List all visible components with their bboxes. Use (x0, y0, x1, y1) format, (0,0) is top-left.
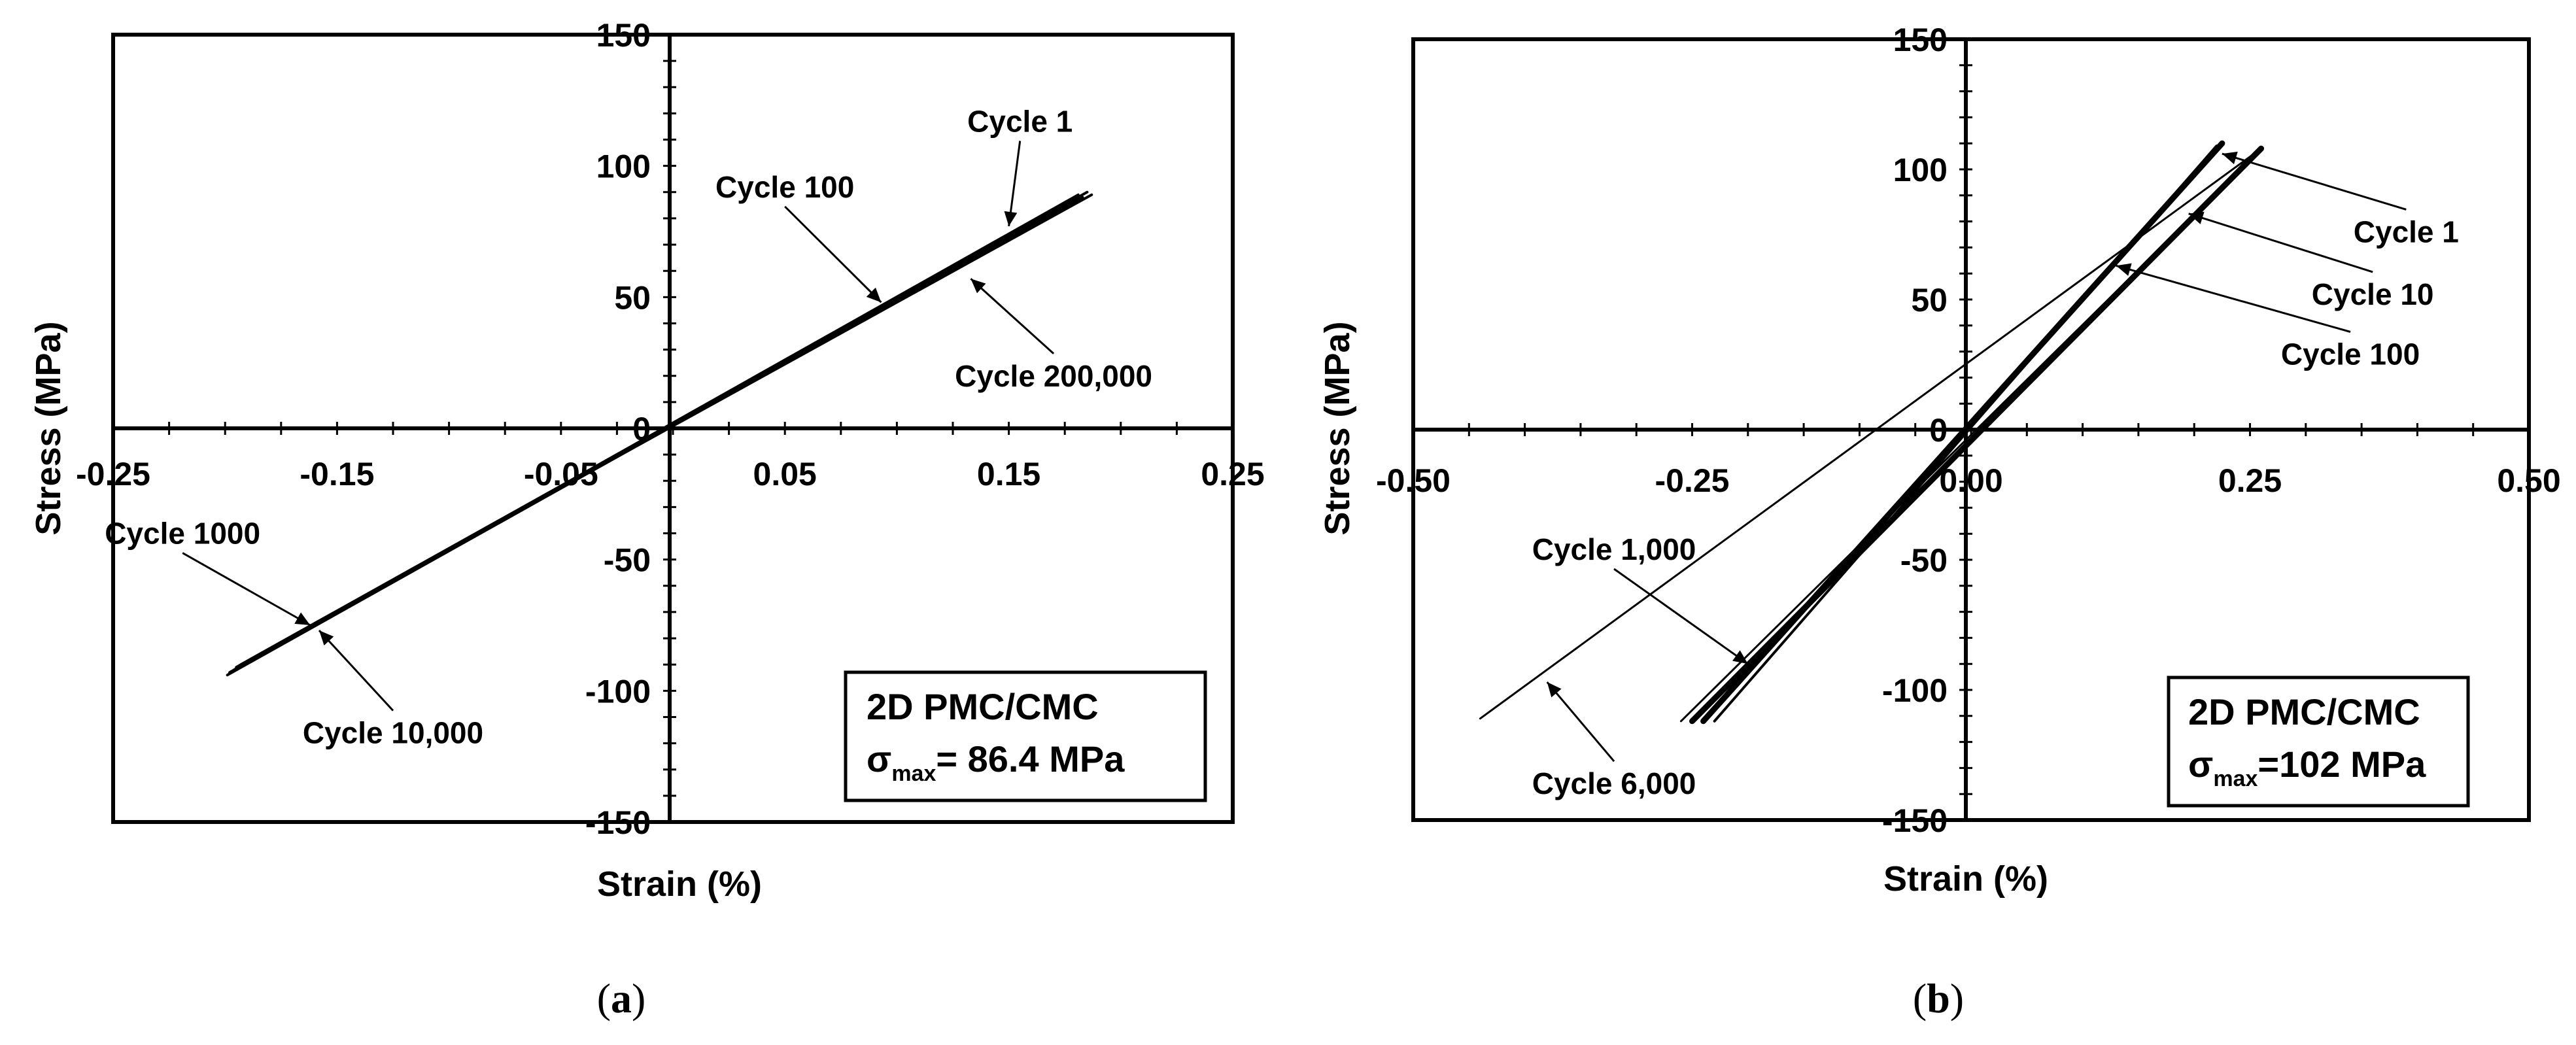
annotation-a-cycle-200-000: Cycle 200,000 (955, 359, 1152, 393)
sigma-symbol-a: σ (867, 738, 891, 779)
x-tick-label-a: 0.25 (1201, 456, 1264, 492)
sigma-symbol-b: σ (2188, 744, 2213, 785)
y-tick-label-b: 0 (1929, 412, 1948, 449)
annotation-arrowhead-a-cycle-100 (866, 287, 882, 303)
x-tick-label-a: -0.25 (76, 456, 150, 492)
y-tick-label-a: 150 (596, 17, 651, 54)
y-tick-label-b: -50 (1900, 542, 1948, 579)
y-tick-label-a: 50 (614, 279, 651, 316)
annotation-arrowhead-b-cycle-1-000 (1732, 650, 1748, 664)
annotation-arrow-b-cycle-6-000 (1546, 681, 1615, 762)
y-tick-label-a: -50 (604, 542, 651, 579)
series-line-a-cycle-200-000 (226, 198, 1078, 677)
y-tick-label-b: 100 (1893, 152, 1948, 188)
y-tick-label-b: 50 (1911, 282, 1948, 318)
annotation-arrowhead-a-cycle-1000 (294, 612, 311, 625)
annotation-arrow-b-cycle-1-000 (1613, 568, 1749, 665)
annotation-arrowhead-a-cycle-1 (1004, 211, 1018, 226)
series-line-a-cycle-10-000 (228, 193, 1080, 674)
annotation-arrow-a-cycle-1000 (182, 552, 311, 626)
info-box-a: 2D PMC/CMC σmax= 86.4 MPa (844, 670, 1207, 802)
series-line-b-cycle-6-000 (1479, 147, 2263, 720)
y-tick-label-b: 150 (1893, 22, 1948, 58)
info-box-frame-b (2167, 676, 2470, 808)
annotation-arrow-b-cycle-100 (2116, 264, 2351, 333)
annotation-a-cycle-1: Cycle 1 (967, 104, 1073, 138)
caption-b-letter: b (1927, 975, 1950, 1021)
info-box-frame-a (844, 670, 1207, 802)
annotation-arrowhead-b-cycle-10 (2188, 211, 2205, 224)
annotation-b-cycle-1: Cycle 1 (2354, 214, 2459, 248)
annotation-arrowhead-b-cycle-100 (2116, 263, 2132, 276)
annotation-arrow-a-cycle-100 (784, 205, 882, 303)
x-tick-label-b: -0.50 (1376, 462, 1451, 499)
annotation-arrowhead-b-cycle-6-000 (1547, 682, 1562, 698)
info-box-title-b: 2D PMC/CMC (2188, 691, 2420, 732)
annotation-arrow-b-cycle-10 (2188, 213, 2373, 273)
annotation-arrowhead-a-cycle-10-000 (319, 630, 334, 645)
chart-panel-a: Cycle 1 Cycle 100 Cycle 200,000 Cycle 1000 C… (29, 17, 1265, 904)
x-tick-label-b: 0.50 (2497, 462, 2560, 499)
x-axis-label-a: Strain (%) (597, 865, 762, 904)
info-box-sigma-b: σmax=102 MPa (2188, 744, 2426, 791)
x-tick-label-b: 0.00 (1939, 462, 2002, 499)
sigma-subscript-b: max (2213, 766, 2258, 791)
info-box-title-a: 2D PMC/CMC (867, 686, 1099, 727)
x-tick-label-a: -0.05 (524, 456, 598, 492)
x-axis-label-b: Strain (%) (1883, 859, 2048, 899)
info-box-b: 2D PMC/CMC σmax=102 MPa (2167, 676, 2470, 808)
y-tick-label-b: -150 (1882, 802, 1948, 839)
annotation-b-cycle-100: Cycle 100 (2281, 337, 2420, 371)
x-tick-label-b: -0.25 (1655, 462, 1730, 499)
y-tick-label-b: -100 (1882, 672, 1948, 709)
caption-b: (b) (1913, 975, 1964, 1021)
caption-a-letter: a (611, 975, 632, 1021)
annotation-arrow-b-cycle-1 (2222, 152, 2407, 211)
x-tick-label-a: -0.15 (300, 456, 374, 492)
y-tick-label-a: -100 (585, 673, 651, 710)
series-line-b-cycle-1-000 (1679, 147, 2263, 723)
annotation-a-cycle-100: Cycle 100 (715, 170, 854, 204)
sigma-value-a: = 86.4 MPa (936, 738, 1125, 779)
caption-a: (a) (597, 975, 646, 1021)
annotation-a-cycle-10-000: Cycle 10,000 (303, 716, 483, 750)
annotation-a-cycle-1000: Cycle 1000 (105, 517, 260, 551)
annotation-b-cycle-10: Cycle 10 (2312, 277, 2434, 311)
sigma-value-b: =102 MPa (2258, 744, 2426, 785)
info-box-sigma-a: σmax= 86.4 MPa (867, 738, 1125, 786)
series-line-b-cycle-100 (1689, 145, 2265, 725)
y-tick-label-a: -150 (585, 804, 651, 841)
y-axis-label-a: Stress (MPa) (29, 321, 68, 535)
annotation-arrow-a-cycle-10-000 (318, 630, 394, 711)
sigma-subscript-a: max (891, 761, 936, 786)
y-axis-label-b: Stress (MPa) (1318, 321, 1357, 535)
x-tick-label-a: 0.15 (977, 456, 1040, 492)
chart-panel-b: Cycle 1 Cycle 10 Cycle 100 Cycle 1,000 Cycle… (1318, 22, 2561, 899)
y-tick-label-a: 100 (596, 148, 651, 185)
annotation-arrowhead-b-cycle-1 (2222, 151, 2238, 165)
annotation-arrow-a-cycle-200-000 (970, 278, 1055, 354)
annotation-b-cycle-6-000: Cycle 6,000 (1532, 766, 1696, 800)
x-tick-label-b: 0.25 (2218, 462, 2282, 499)
y-tick-label-a: 0 (632, 411, 651, 447)
annotation-arrowhead-a-cycle-200-000 (970, 279, 986, 294)
x-tick-label-a: 0.05 (753, 456, 817, 492)
annotation-b-cycle-1-000: Cycle 1,000 (1532, 532, 1696, 566)
